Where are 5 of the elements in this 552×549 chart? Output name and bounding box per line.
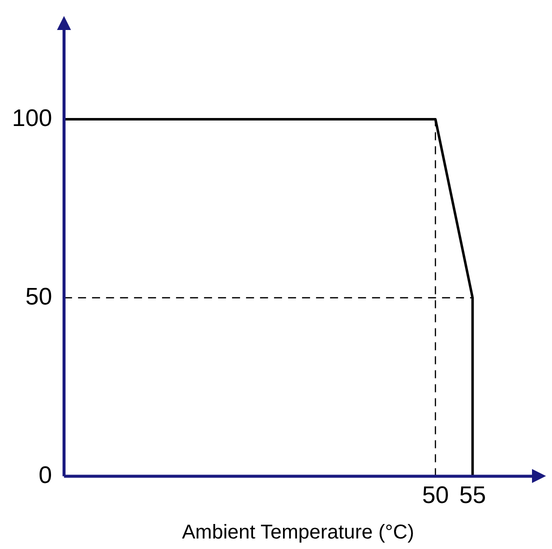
y-tick-label: 50 — [25, 283, 52, 310]
y-tick-label: 100 — [12, 104, 52, 132]
x-axis-title: Ambient Temperature (°C) — [182, 522, 414, 544]
y-tick-label: 0 — [38, 462, 52, 489]
x-tick-label: 55 — [459, 482, 486, 510]
